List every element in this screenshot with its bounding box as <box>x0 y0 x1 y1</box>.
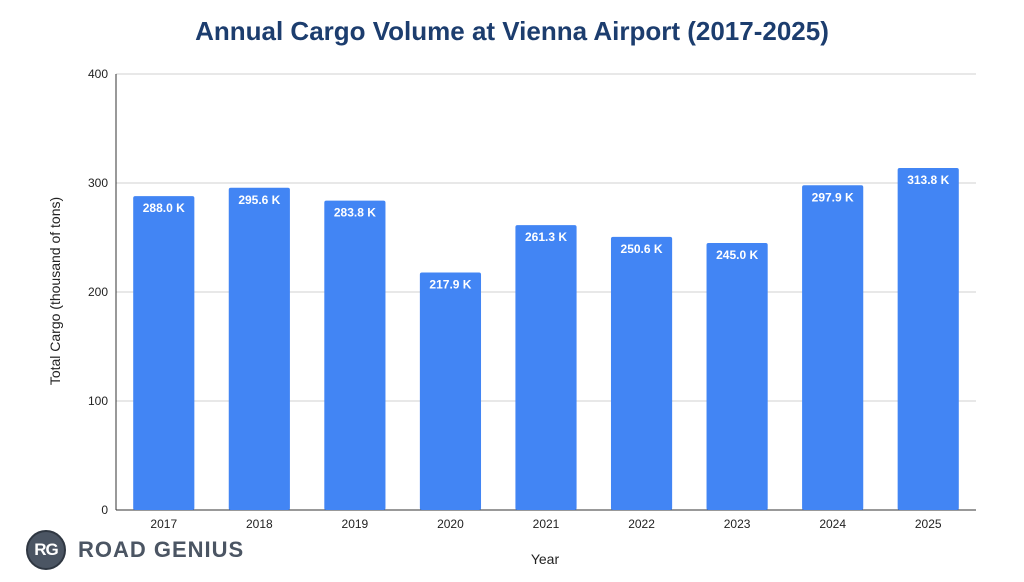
road-genius-logo: RG ROAD GENIUS <box>26 528 244 572</box>
y-tick-label: 200 <box>88 285 108 299</box>
data-label-2020: 217.9 K <box>429 277 471 291</box>
logo-text: ROAD GENIUS <box>78 537 245 562</box>
y-tick-label: 300 <box>88 176 108 190</box>
data-label-2019: 283.8 K <box>334 206 376 220</box>
bar-2020 <box>419 272 482 510</box>
x-tick-label: 2019 <box>342 517 369 531</box>
data-label-2023: 245.0 K <box>716 248 758 262</box>
bar-2018 <box>228 187 290 510</box>
x-tick-label: 2023 <box>724 517 751 531</box>
y-axis-title: Total Cargo (thousand of tons) <box>47 197 63 385</box>
data-label-2017: 288.0 K <box>143 201 185 215</box>
bar-2023 <box>706 242 768 510</box>
data-label-2018: 295.6 K <box>238 193 280 207</box>
x-tick-label: 2021 <box>533 517 560 531</box>
x-tick-label: 2025 <box>915 517 942 531</box>
x-tick-label: 2018 <box>246 517 273 531</box>
x-tick-label: 2024 <box>819 517 846 531</box>
bar-2024 <box>802 185 864 510</box>
y-tick-label: 400 <box>88 67 108 81</box>
y-tick-label: 0 <box>101 503 108 517</box>
bar-layer <box>133 167 959 511</box>
x-tick-label: 2020 <box>437 517 464 531</box>
x-tick-label: 2017 <box>150 517 177 531</box>
label-layer: 0 100 200 300 400 288.0 K 2017 295.6 K 2018 283.8… <box>88 67 950 531</box>
bar-2019 <box>324 200 386 510</box>
x-axis-title: Year <box>531 551 560 567</box>
logo-badge: RG <box>26 530 66 570</box>
y-tick-label: 100 <box>88 394 108 408</box>
data-label-2025: 313.8 K <box>907 173 949 187</box>
bar-2025 <box>897 167 959 510</box>
data-label-2024: 297.9 K <box>812 190 854 204</box>
x-tick-label: 2022 <box>628 517 655 531</box>
bar-2022 <box>610 236 673 510</box>
bar-2017 <box>133 196 195 510</box>
bar-2021 <box>515 225 577 511</box>
data-label-2022: 250.6 K <box>621 242 663 256</box>
chart-title: Annual Cargo Volume at Vienna Airport (2… <box>195 16 829 46</box>
data-label-2021: 261.3 K <box>525 230 567 244</box>
